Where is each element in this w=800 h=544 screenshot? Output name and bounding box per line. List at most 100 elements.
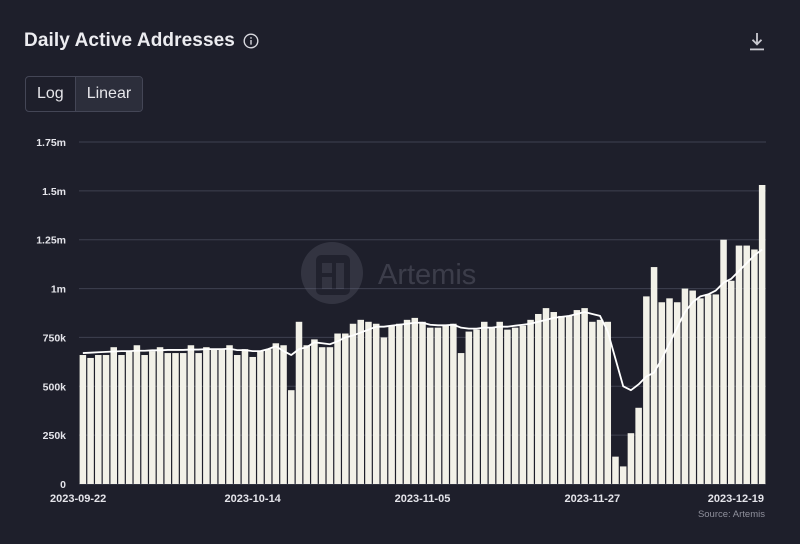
bar[interactable]	[295, 321, 303, 484]
bar[interactable]	[264, 349, 272, 484]
chart-title: Daily Active Addresses	[24, 30, 235, 51]
log-scale-button[interactable]: Log	[37, 85, 64, 102]
bar[interactable]	[697, 298, 704, 484]
bar[interactable]	[558, 315, 565, 484]
bar[interactable]	[349, 323, 357, 484]
bar[interactable]	[720, 239, 727, 484]
bar[interactable]	[249, 356, 256, 484]
bar[interactable]	[272, 343, 280, 484]
bar[interactable]	[488, 327, 496, 484]
bar[interactable]	[450, 323, 457, 484]
bar[interactable]	[280, 345, 287, 484]
bar[interactable]	[95, 355, 102, 484]
bar[interactable]	[643, 296, 650, 484]
bar[interactable]	[527, 319, 534, 484]
bar[interactable]	[118, 355, 125, 484]
bar[interactable]	[257, 351, 264, 484]
bar[interactable]	[133, 345, 141, 484]
bar[interactable]	[326, 347, 334, 484]
bar[interactable]	[380, 337, 388, 484]
bar[interactable]	[372, 323, 380, 484]
bar[interactable]	[465, 331, 473, 484]
bar[interactable]	[233, 355, 241, 484]
bar[interactable]	[388, 325, 395, 484]
bar[interactable]	[581, 308, 588, 484]
bar[interactable]	[203, 347, 210, 484]
bar[interactable]	[172, 353, 179, 484]
trend-line	[82, 248, 763, 392]
bar[interactable]	[650, 267, 658, 484]
bar[interactable]	[342, 333, 349, 484]
bar[interactable]	[303, 345, 310, 484]
bar[interactable]	[681, 288, 689, 484]
bar[interactable]	[496, 321, 503, 484]
bar[interactable]	[102, 355, 110, 484]
bar[interactable]	[457, 353, 465, 484]
bar[interactable]	[473, 329, 480, 484]
bar[interactable]	[210, 349, 218, 484]
bar[interactable]	[226, 345, 233, 484]
bar[interactable]	[542, 308, 550, 484]
watermark-text: Artemis	[378, 259, 476, 291]
bar[interactable]	[666, 298, 673, 484]
linear-scale-button[interactable]: Linear	[74, 77, 143, 111]
bar[interactable]	[311, 339, 318, 484]
bar[interactable]	[334, 333, 341, 484]
bar[interactable]	[743, 245, 750, 484]
bar[interactable]	[419, 321, 426, 484]
bar[interactable]	[758, 184, 766, 484]
bar[interactable]	[187, 345, 195, 484]
bar[interactable]	[164, 353, 172, 484]
bar[interactable]	[396, 323, 403, 484]
bar[interactable]	[426, 327, 434, 484]
bar[interactable]	[573, 310, 581, 484]
bar[interactable]	[751, 249, 758, 484]
bar[interactable]	[635, 407, 642, 484]
x-tick-label: 2023-11-27	[564, 493, 620, 505]
info-icon[interactable]	[243, 33, 259, 49]
bar[interactable]	[519, 325, 527, 484]
bar[interactable]	[735, 245, 743, 484]
bar[interactable]	[596, 319, 604, 484]
bar[interactable]	[403, 319, 411, 484]
bar[interactable]	[550, 312, 557, 484]
scale-toggle: Log Linear	[25, 76, 144, 112]
bar[interactable]	[218, 349, 226, 484]
bar[interactable]	[511, 327, 519, 484]
bar[interactable]	[712, 294, 720, 484]
y-tick-label: 1.5m	[42, 186, 66, 198]
bar[interactable]	[357, 319, 365, 484]
bar[interactable]	[504, 329, 511, 484]
bar[interactable]	[156, 347, 164, 484]
bar[interactable]	[658, 302, 666, 484]
bar[interactable]	[612, 456, 619, 484]
bar[interactable]	[434, 327, 442, 484]
bar[interactable]	[535, 313, 542, 484]
download-icon[interactable]	[748, 32, 766, 52]
bar[interactable]	[195, 353, 202, 484]
bar[interactable]	[704, 294, 712, 484]
bar[interactable]	[288, 390, 295, 484]
bar[interactable]	[604, 321, 612, 484]
bar[interactable]	[79, 355, 87, 484]
bar[interactable]	[689, 290, 696, 484]
bar[interactable]	[728, 280, 735, 484]
bar[interactable]	[110, 347, 117, 484]
bar[interactable]	[619, 466, 627, 484]
bar[interactable]	[442, 325, 449, 484]
bar[interactable]	[318, 347, 326, 484]
bar[interactable]	[179, 353, 187, 484]
bar[interactable]	[411, 317, 419, 484]
bar[interactable]	[627, 433, 635, 484]
bar[interactable]	[365, 321, 372, 484]
bar[interactable]	[125, 351, 133, 484]
bar[interactable]	[87, 357, 94, 484]
bar[interactable]	[480, 321, 488, 484]
bar[interactable]	[589, 321, 596, 484]
bar[interactable]	[141, 355, 148, 484]
bar[interactable]	[241, 349, 249, 484]
y-tick-label: 1.75m	[36, 137, 66, 149]
bar[interactable]	[565, 315, 573, 484]
bar[interactable]	[149, 351, 156, 484]
bar[interactable]	[673, 302, 681, 484]
